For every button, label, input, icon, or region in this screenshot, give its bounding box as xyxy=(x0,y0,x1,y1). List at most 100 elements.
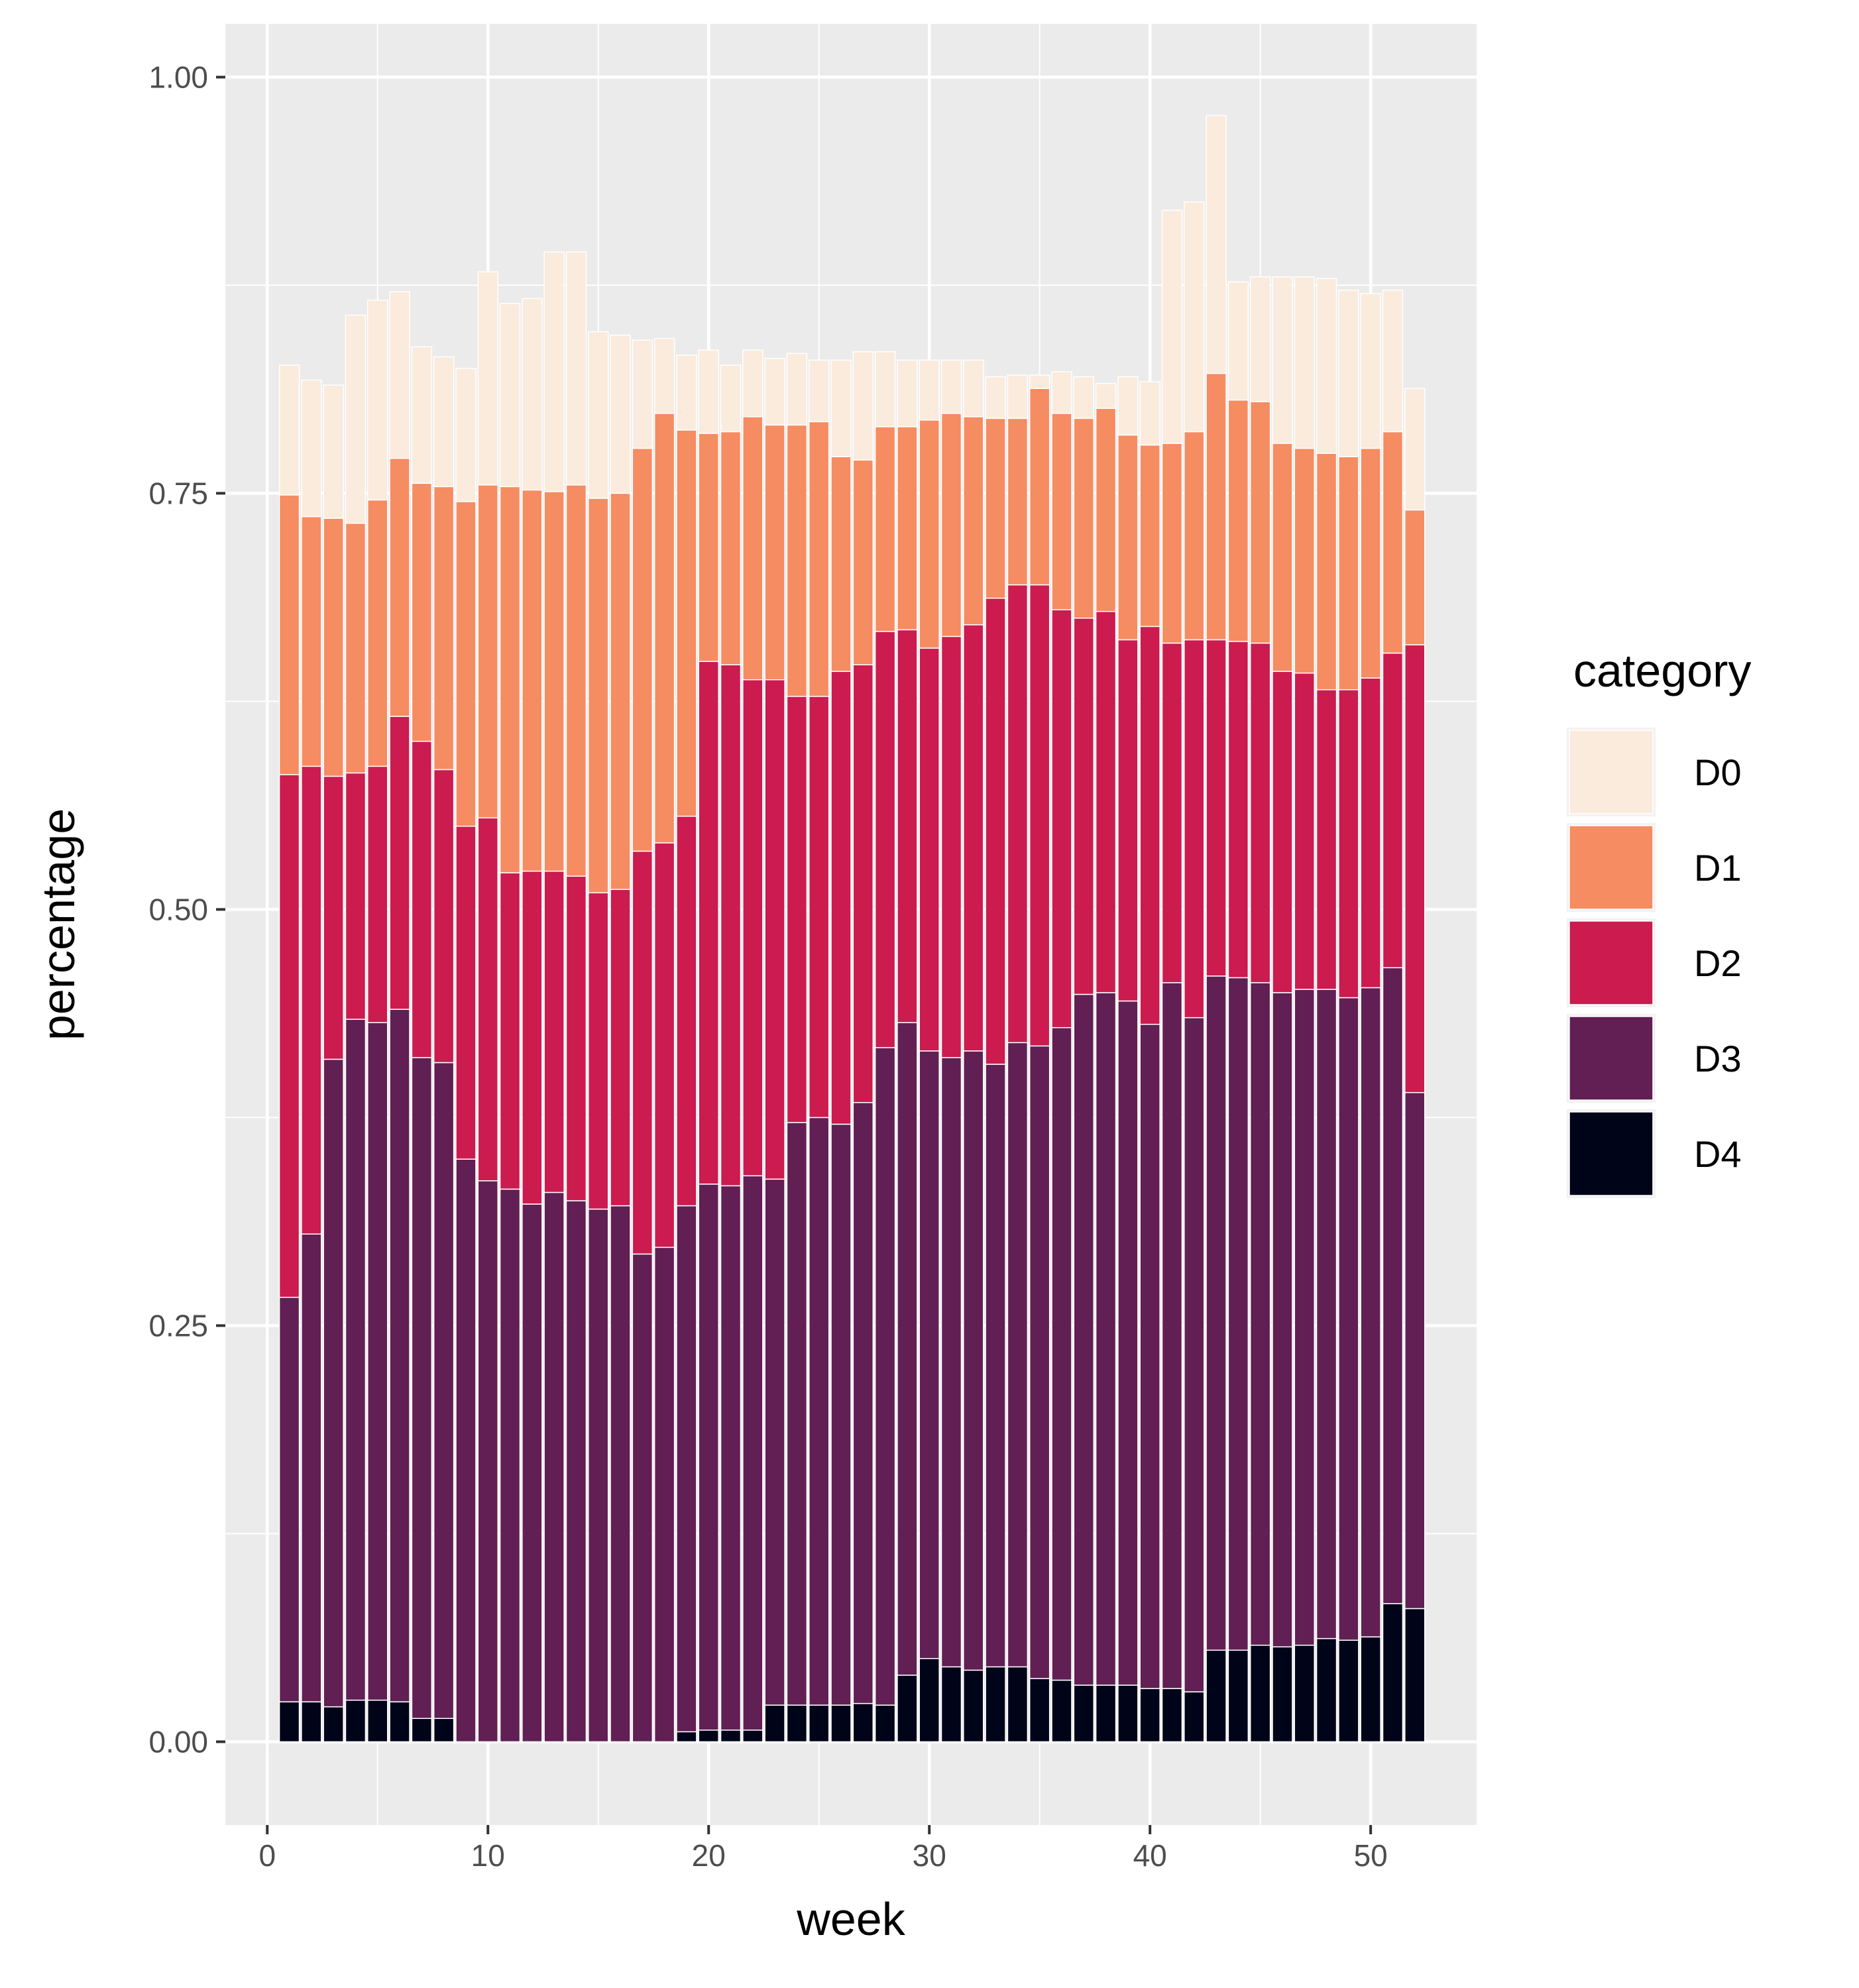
bar-d2-week-6 xyxy=(389,716,410,1010)
bar-d4-week-7 xyxy=(411,1718,433,1743)
bars xyxy=(278,115,1426,1743)
bar-d3-week-37 xyxy=(1073,993,1095,1686)
bar-d4-week-50 xyxy=(1360,1636,1381,1743)
bar-d0-week-49 xyxy=(1338,290,1359,457)
bar-d1-week-50 xyxy=(1360,447,1381,679)
bar-d2-week-31 xyxy=(940,635,962,1058)
bar-d2-week-13 xyxy=(543,870,565,1193)
bar-d1-week-28 xyxy=(874,426,896,632)
legend-key-d3 xyxy=(1569,1016,1654,1101)
bar-d2-week-8 xyxy=(433,769,455,1064)
bar-d0-week-13 xyxy=(543,251,565,492)
bar-d1-week-2 xyxy=(301,516,322,767)
bar-d0-week-52 xyxy=(1404,388,1426,511)
bar-d2-week-46 xyxy=(1272,671,1293,993)
bar-d4-week-22 xyxy=(742,1730,763,1743)
bar-d2-week-14 xyxy=(565,875,587,1201)
bar-d2-week-45 xyxy=(1249,642,1271,983)
bar-d0-week-50 xyxy=(1360,293,1381,449)
bar-d3-week-20 xyxy=(698,1184,719,1731)
bar-d3-week-25 xyxy=(808,1117,830,1706)
bar-d1-week-33 xyxy=(985,417,1006,599)
bar-d0-week-2 xyxy=(301,379,322,518)
legend-label-d3: D3 xyxy=(1694,1038,1742,1079)
bar-series-d1 xyxy=(278,372,1426,894)
bar-d3-week-41 xyxy=(1161,982,1183,1689)
bar-d3-week-43 xyxy=(1206,975,1227,1651)
legend: category D0 D1 D2 D3 D4 xyxy=(1567,645,1751,1198)
bar-d2-week-50 xyxy=(1360,677,1381,989)
bar-d1-week-30 xyxy=(919,419,940,649)
bar-d0-week-35 xyxy=(1029,374,1050,389)
bar-d0-week-18 xyxy=(653,338,675,414)
bar-d4-week-46 xyxy=(1272,1646,1293,1743)
bar-d4-week-44 xyxy=(1227,1649,1249,1743)
x-axis: 0 10 20 30 40 50 xyxy=(258,1825,1388,1873)
bar-d3-week-28 xyxy=(874,1047,896,1706)
bar-d1-week-38 xyxy=(1095,408,1117,612)
bar-d3-week-10 xyxy=(477,1180,498,1743)
bar-d1-week-21 xyxy=(720,431,742,665)
bar-d4-week-8 xyxy=(433,1718,455,1743)
bar-d2-week-42 xyxy=(1184,639,1205,1019)
bar-d2-week-38 xyxy=(1095,610,1117,993)
bar-d0-week-43 xyxy=(1206,115,1227,374)
bar-d0-week-14 xyxy=(565,251,587,486)
bar-d1-week-45 xyxy=(1249,401,1271,644)
bar-d3-week-6 xyxy=(389,1009,410,1702)
bar-d2-week-27 xyxy=(852,664,874,1103)
bar-d1-week-24 xyxy=(786,424,808,697)
bar-d2-week-48 xyxy=(1316,689,1337,990)
bar-series-d3 xyxy=(278,967,1426,1743)
bar-d2-week-52 xyxy=(1404,644,1426,1093)
bar-d1-week-17 xyxy=(632,447,653,852)
bar-d2-week-30 xyxy=(919,647,940,1052)
bar-d0-week-40 xyxy=(1139,381,1160,446)
bar-d3-week-16 xyxy=(610,1205,631,1743)
bar-d2-week-19 xyxy=(676,815,697,1207)
bar-d3-week-46 xyxy=(1272,992,1293,1647)
legend-key-d2 xyxy=(1569,920,1654,1005)
bar-d4-week-26 xyxy=(830,1704,852,1743)
bar-d3-week-38 xyxy=(1095,992,1117,1686)
bar-d0-week-28 xyxy=(874,351,896,427)
bar-d2-week-16 xyxy=(610,889,631,1207)
bar-d3-week-23 xyxy=(764,1178,785,1706)
bar-series-d2 xyxy=(278,584,1426,1298)
bar-d4-week-36 xyxy=(1051,1679,1072,1743)
bar-d0-week-44 xyxy=(1227,281,1249,401)
bar-d3-week-35 xyxy=(1029,1045,1050,1679)
bar-d2-week-43 xyxy=(1206,639,1227,977)
bar-d3-week-45 xyxy=(1249,982,1271,1646)
x-tick-label: 40 xyxy=(1133,1838,1167,1873)
legend-label-d4: D4 xyxy=(1694,1133,1742,1175)
bar-d2-week-10 xyxy=(477,817,498,1182)
y-axis: 0.00 0.25 0.50 0.75 1.00 xyxy=(148,60,225,1759)
bar-d2-week-3 xyxy=(323,775,344,1060)
bar-d2-week-36 xyxy=(1051,609,1072,1028)
bar-d1-week-12 xyxy=(522,489,543,872)
bar-d4-week-45 xyxy=(1249,1644,1271,1743)
bar-d4-week-33 xyxy=(985,1666,1006,1743)
bar-d4-week-6 xyxy=(389,1701,410,1743)
bar-d0-week-11 xyxy=(499,303,521,488)
bar-d0-week-5 xyxy=(367,300,388,501)
bar-d2-week-5 xyxy=(367,765,388,1023)
bar-d2-week-32 xyxy=(963,624,984,1052)
legend-label-d0: D0 xyxy=(1694,751,1742,793)
legend-label-d1: D1 xyxy=(1694,847,1742,889)
bar-d4-week-3 xyxy=(323,1706,344,1743)
bar-d0-week-25 xyxy=(808,359,830,423)
bar-d1-week-52 xyxy=(1404,509,1426,645)
bar-d4-week-21 xyxy=(720,1730,742,1743)
bar-d0-week-42 xyxy=(1184,201,1205,433)
y-tick-label: 0.00 xyxy=(148,1724,208,1759)
bar-d0-week-31 xyxy=(940,359,962,414)
bar-d3-week-1 xyxy=(278,1296,300,1702)
bar-d1-week-16 xyxy=(610,492,631,890)
x-axis-title: week xyxy=(796,1893,905,1945)
bar-d0-week-48 xyxy=(1316,278,1337,454)
bar-d3-week-49 xyxy=(1338,997,1359,1641)
y-axis-title: percentage xyxy=(32,808,84,1040)
bar-series-d4 xyxy=(278,1603,1426,1743)
